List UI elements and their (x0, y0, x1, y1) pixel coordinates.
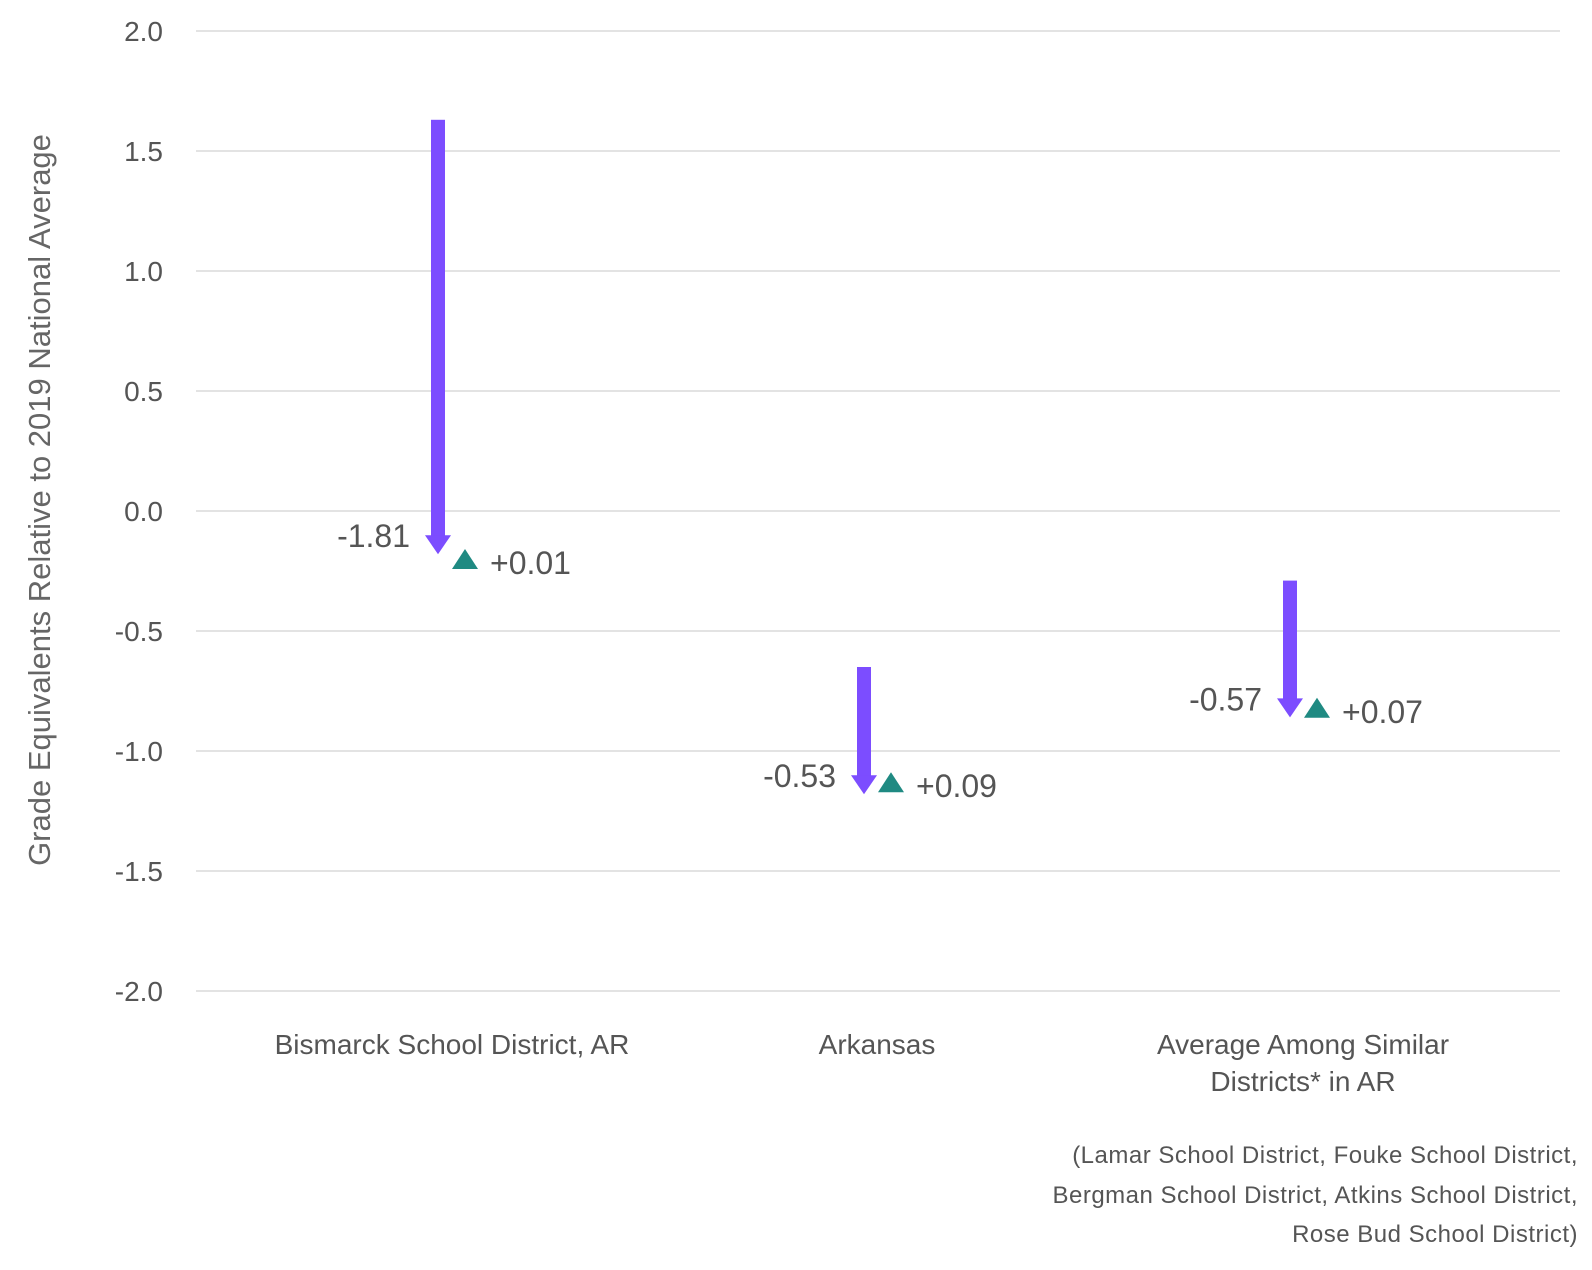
recovery-value-label: +0.07 (1342, 694, 1423, 730)
y-tick-label: 2.0 (124, 16, 163, 47)
decline-arrow-head (425, 535, 451, 555)
decline-arrow-head (851, 775, 877, 795)
chart-marks: -1.81 +0.01 -0.53 +0.09 -0.57 +0.07 (337, 119, 1423, 804)
y-axis-ticks: 2.0 1.5 1.0 0.5 0.0 -0.5 -1.0 -1.5 -2.0 (115, 16, 163, 1007)
decline-arrow-head (1277, 698, 1303, 718)
x-category-label-bismarck: Bismarck School District, AR (274, 1029, 630, 1060)
decline-arrow-shaft (1283, 580, 1297, 701)
recovery-marker (1304, 697, 1330, 718)
decline-arrow-shaft (431, 119, 445, 538)
decline-value-label: -0.57 (1189, 681, 1262, 717)
y-tick-label: 0.5 (124, 376, 163, 407)
y-tick-label: -1.5 (115, 856, 163, 887)
y-tick-label: -0.5 (115, 616, 163, 647)
decline-value-label: -0.53 (763, 758, 836, 794)
y-tick-label: -2.0 (115, 976, 163, 1007)
x-category-label-arkansas: Arkansas (818, 1029, 936, 1060)
decline-value-label: -1.81 (337, 518, 410, 554)
y-axis-label: Grade Equivalents Relative to 2019 Natio… (22, 134, 57, 866)
y-tick-label: 1.0 (124, 256, 163, 287)
y-tick-label: 1.5 (124, 136, 163, 167)
recovery-value-label: +0.09 (916, 768, 997, 804)
recovery-marker (878, 772, 904, 793)
gridlines (196, 30, 1560, 992)
decline-arrow-shaft (857, 667, 871, 778)
y-tick-label: -1.0 (115, 736, 163, 767)
footnote: (Lamar School District, Fouke School Dis… (1052, 1142, 1578, 1248)
y-tick-label: 0.0 (124, 496, 163, 527)
recovery-value-label: +0.01 (490, 545, 571, 581)
recovery-marker (452, 549, 478, 569)
x-category-label-similar-districts: Average Among Similar Districts* in AR (1156, 1029, 1450, 1097)
